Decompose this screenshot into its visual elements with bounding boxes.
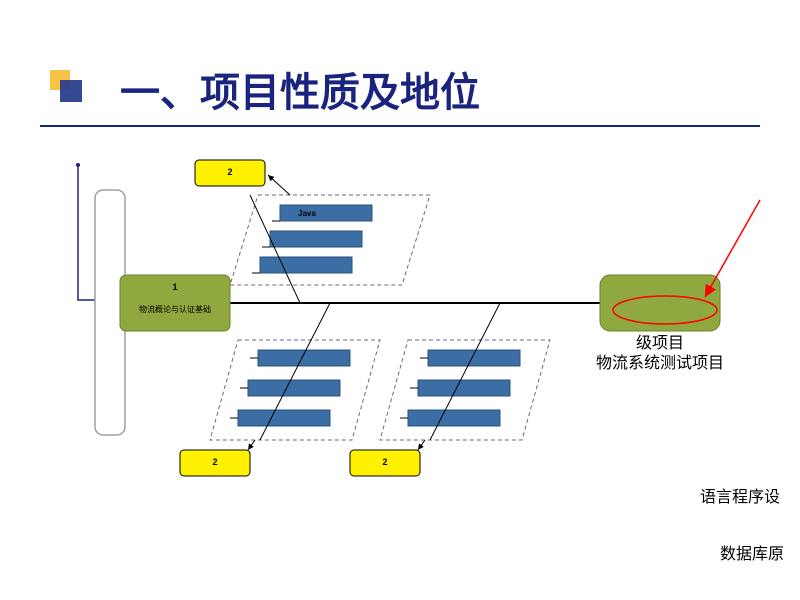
yellow-top-label: 2	[227, 167, 232, 177]
java-label: Java	[298, 209, 316, 218]
side-text-1: 语言程序设	[700, 483, 780, 507]
green-left-line1: 1	[172, 282, 177, 292]
green-box-right	[600, 275, 720, 331]
yellow-bl-label: 2	[212, 457, 217, 467]
right-label-1: 级项目	[636, 334, 684, 352]
yellow-br-label: 2	[382, 457, 387, 467]
side-text-2: 数据库原	[720, 540, 784, 564]
bullet-icon	[50, 70, 90, 110]
page-title: 一、项目性质及地位	[120, 60, 480, 118]
green-left-line2: 物流概论与认证基础	[139, 304, 211, 314]
fishbone-diagram: 1 物流概论与认证基础 级项目 物流系统测试项目 2 Java	[0, 140, 800, 600]
right-label-2: 物流系统测试项目	[596, 354, 724, 372]
title-underline	[40, 125, 760, 127]
red-arrow	[705, 200, 760, 297]
